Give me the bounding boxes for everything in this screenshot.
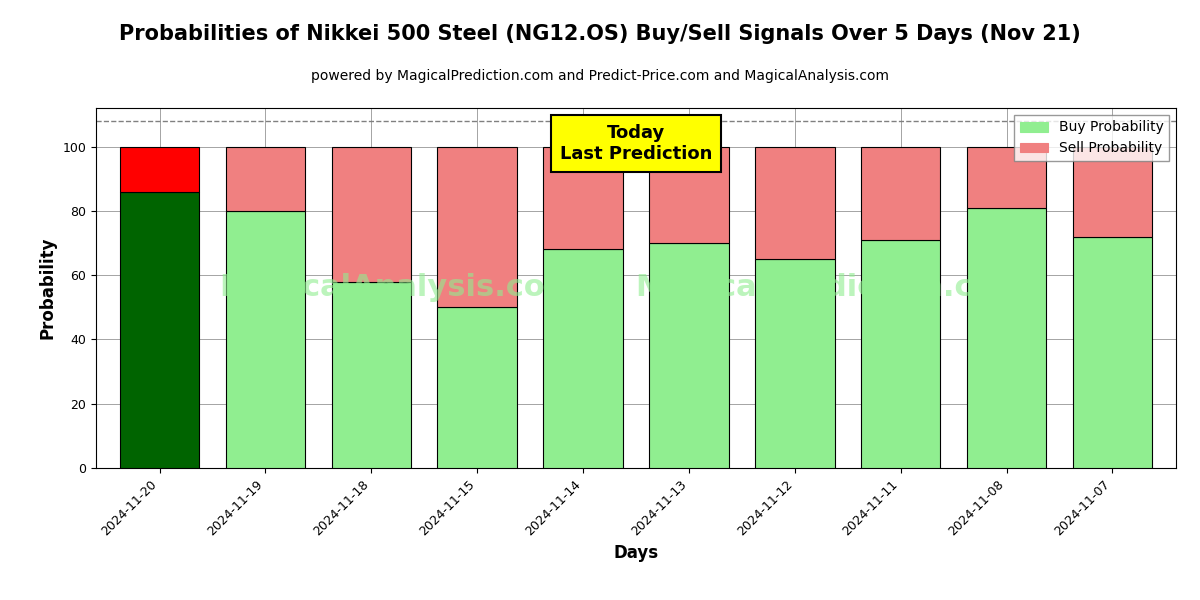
- Bar: [967, 146, 1046, 208]
- Bar: [226, 146, 305, 211]
- Bar: [1073, 236, 1152, 468]
- Text: MagicalPrediction.com: MagicalPrediction.com: [635, 274, 1026, 302]
- Bar: [755, 146, 834, 259]
- Text: Today
Last Prediction: Today Last Prediction: [560, 124, 712, 163]
- Bar: [120, 146, 199, 191]
- Bar: [1073, 146, 1152, 236]
- Text: Probabilities of Nikkei 500 Steel (NG12.OS) Buy/Sell Signals Over 5 Days (Nov 21: Probabilities of Nikkei 500 Steel (NG12.…: [119, 24, 1081, 44]
- Bar: [226, 211, 305, 468]
- Bar: [120, 191, 199, 468]
- Y-axis label: Probability: Probability: [38, 237, 56, 339]
- Bar: [649, 146, 728, 243]
- Bar: [967, 208, 1046, 468]
- Bar: [649, 243, 728, 468]
- Bar: [544, 146, 623, 250]
- Bar: [862, 146, 941, 240]
- Legend: Buy Probability, Sell Probability: Buy Probability, Sell Probability: [1014, 115, 1169, 161]
- Text: MagicalAnalysis.com: MagicalAnalysis.com: [220, 274, 577, 302]
- Bar: [862, 240, 941, 468]
- Text: powered by MagicalPrediction.com and Predict-Price.com and MagicalAnalysis.com: powered by MagicalPrediction.com and Pre…: [311, 69, 889, 83]
- X-axis label: Days: Days: [613, 544, 659, 562]
- Bar: [331, 281, 412, 468]
- Bar: [438, 307, 517, 468]
- Bar: [544, 250, 623, 468]
- Bar: [755, 259, 834, 468]
- Bar: [331, 146, 412, 281]
- Bar: [438, 146, 517, 307]
